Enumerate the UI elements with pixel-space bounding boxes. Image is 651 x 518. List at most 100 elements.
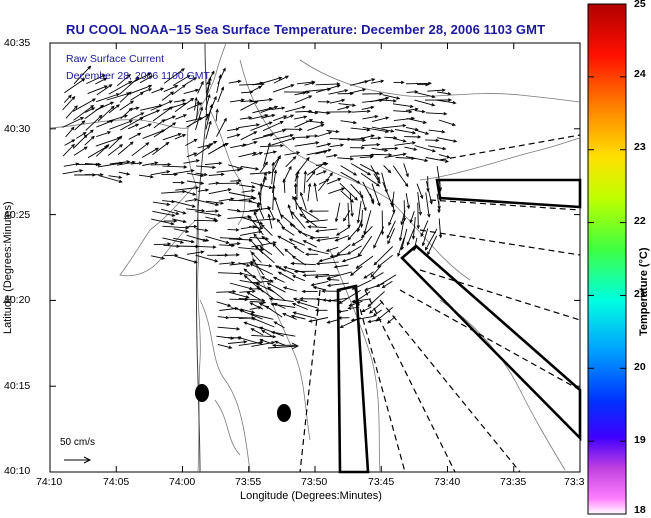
current-vector-head [215, 202, 220, 206]
current-vector-head [200, 181, 205, 185]
current-vector-head [363, 275, 368, 279]
current-vector-head [218, 161, 223, 165]
current-vector [438, 154, 450, 158]
current-vector [239, 83, 264, 86]
current-vector-head [200, 80, 204, 85]
current-vector-head [288, 165, 292, 170]
current-vector [350, 127, 370, 131]
current-vector-head [228, 345, 233, 349]
current-vector [308, 248, 329, 255]
current-vector [414, 110, 425, 113]
current-vector [218, 198, 234, 202]
current-vector-head [448, 98, 453, 102]
current-vector [394, 129, 416, 134]
current-vector-head [225, 315, 230, 320]
current-vector-head [267, 286, 271, 290]
current-vector-head [195, 88, 200, 93]
current-vector [315, 84, 340, 93]
current-vector [228, 199, 252, 202]
current-vector-head [443, 112, 448, 116]
current-vector-head [140, 112, 145, 116]
current-vector [326, 129, 339, 133]
current-vector [117, 141, 134, 155]
current-vector [174, 98, 194, 113]
current-vector [337, 157, 354, 160]
current-vector [227, 164, 243, 170]
current-vector-head [412, 247, 417, 252]
current-vector-head [282, 178, 286, 183]
current-vector [250, 313, 274, 320]
current-vector [361, 106, 374, 110]
current-vector-head [225, 143, 229, 147]
current-vector [428, 129, 445, 133]
current-vector-head [283, 115, 288, 119]
current-vector-head [336, 84, 341, 88]
current-vector-head [183, 114, 188, 118]
current-vector [250, 263, 272, 267]
current-vector [357, 201, 362, 223]
current-vector-head [258, 302, 263, 306]
current-vector [293, 116, 307, 120]
current-vector-head [380, 231, 385, 236]
current-vector [330, 253, 349, 257]
current-vector [62, 117, 84, 128]
current-vector [195, 211, 221, 217]
current-vector [308, 226, 327, 229]
current-vector [162, 165, 187, 168]
current-vector [153, 243, 171, 246]
current-vector-head [307, 182, 312, 187]
current-vector [141, 147, 159, 158]
current-vector-head [268, 170, 273, 175]
current-vector [363, 271, 374, 279]
current-vector [298, 207, 319, 220]
current-vector [329, 99, 345, 104]
y-tick-label: 40:20 [4, 294, 31, 306]
current-vector-head [246, 263, 251, 267]
current-vector-head [204, 228, 209, 232]
current-vector-head [139, 117, 144, 121]
current-vector-head [322, 170, 327, 174]
current-vector-head [145, 142, 150, 146]
current-vector-head [272, 184, 276, 189]
transect-boxes [336, 178, 582, 474]
current-vector [273, 75, 289, 84]
current-vector [257, 204, 265, 219]
current-vector-head [271, 341, 276, 345]
current-vectors [62, 65, 458, 350]
current-vector-head [137, 132, 142, 136]
current-vector-head [230, 197, 235, 201]
current-vector [347, 202, 350, 228]
current-vector-head [292, 155, 297, 160]
current-vector [252, 107, 273, 114]
current-vector-head [424, 246, 429, 251]
current-vector-head [261, 298, 266, 302]
current-vector-head [361, 308, 366, 313]
current-vector [84, 163, 101, 166]
current-vector [373, 226, 385, 248]
current-vector [327, 278, 340, 281]
current-vector-head [427, 251, 431, 256]
current-vector [255, 245, 275, 264]
current-vector [260, 246, 273, 256]
current-vector-head [376, 142, 381, 147]
current-vector [216, 291, 236, 293]
current-vector [263, 143, 271, 167]
current-vector [142, 162, 158, 166]
current-vector [317, 131, 332, 137]
current-vector [292, 275, 306, 282]
current-vector-head [215, 209, 220, 213]
current-vector-head [336, 251, 341, 256]
current-vector [84, 136, 95, 146]
current-vector [387, 316, 396, 324]
current-vector-head [293, 182, 298, 187]
current-vector [417, 202, 419, 229]
current-vector-head [362, 138, 367, 142]
current-vector-head [350, 318, 355, 322]
current-vector [335, 202, 341, 222]
current-vector-head [356, 180, 361, 184]
current-vector [425, 112, 447, 115]
current-vector-head [169, 106, 174, 110]
buoy-marker-1 [195, 384, 209, 402]
current-vector-head [289, 133, 294, 138]
current-vector-head [376, 283, 381, 288]
